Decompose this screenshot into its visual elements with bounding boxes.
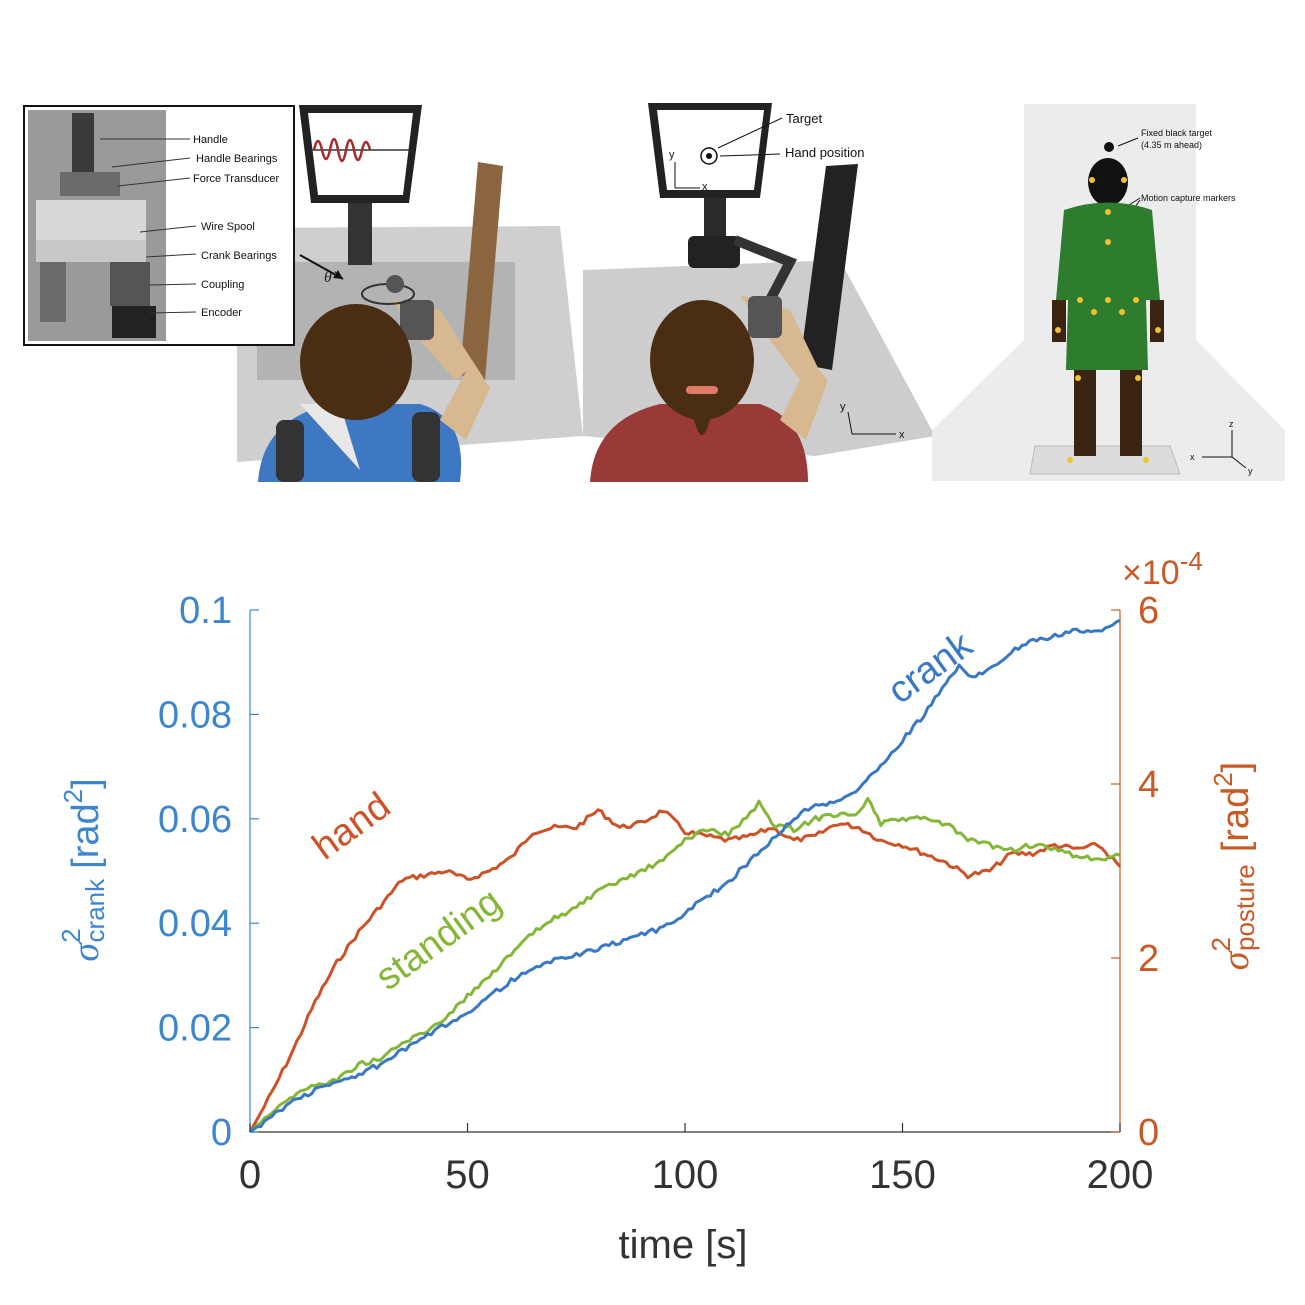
left-label-sigma: σ [65, 942, 107, 962]
hand-annotation: hand [305, 785, 398, 869]
floor-axis-y: y [840, 401, 846, 413]
right-axis-label: σ2posture[rad2] [1206, 762, 1260, 970]
callout-wire-spool: Wire Spool [201, 221, 255, 233]
callout-crank-bearings: Crank Bearings [201, 250, 277, 262]
tracking-signal-trace [312, 137, 372, 163]
x-tick-label: 150 [869, 1153, 936, 1197]
force-plates [1029, 445, 1181, 475]
screen-axis-y: y [669, 149, 675, 161]
manipulandum-base [688, 236, 740, 268]
right-label-unit-sup: 2 [1208, 772, 1238, 786]
left-tick-label: 0.08 [158, 694, 232, 736]
subject-left-leg [1074, 370, 1096, 456]
hand-position-label: Hand position [785, 145, 865, 160]
subject-head [1088, 158, 1128, 206]
monitor-screen-hand [657, 110, 764, 190]
right-label-unit: [rad [1215, 787, 1257, 852]
fixed-target-dot [1104, 142, 1114, 152]
left-tick-label: 0.1 [179, 590, 232, 632]
backpack-strap-left [276, 420, 304, 482]
screen-axis-x: x [702, 181, 708, 193]
left-tick-label: 0 [211, 1112, 232, 1154]
left-tick-label: 0.06 [158, 799, 232, 841]
target-ring [700, 147, 718, 165]
right-tick-label: 4 [1138, 764, 1159, 806]
crank-series-line [249, 619, 1121, 1134]
left-label-unit: [rad [65, 803, 107, 868]
right-axis-exponent: ×10-4 [1122, 546, 1203, 592]
callout-coupling: Coupling [201, 279, 244, 291]
axis-x-standing: x [1190, 452, 1195, 462]
left-label-unit-sup: 2 [58, 789, 88, 803]
pointer-stick [460, 162, 503, 380]
hand-cursor [706, 153, 712, 159]
right-label-sub: posture [1230, 864, 1260, 951]
target-label: Target [786, 111, 823, 126]
panel-crank-task: θ̇ Handle Handle Bearings Force Transduc… [23, 105, 583, 482]
svg-text:σ2crank[rad2]: σ2crank[rad2] [56, 778, 110, 961]
annotations-layer: crank hand standing [305, 623, 981, 999]
right-tick-label: 6 [1138, 590, 1159, 632]
backpack-strap-right [412, 412, 440, 482]
left-label-unit-close: ] [65, 778, 107, 789]
left-label-sub: crank [80, 878, 110, 943]
subject-suit [1056, 202, 1160, 370]
fixed-target-distance: (4.35 m ahead) [1141, 140, 1202, 150]
x-tick-label: 100 [652, 1153, 719, 1197]
person-shirt [258, 404, 462, 482]
right-tick-label: 2 [1138, 938, 1159, 980]
left-label-sup: 2 [56, 928, 86, 942]
right-label-unit-close: ] [1215, 762, 1257, 773]
left-tick-label: 0.04 [158, 903, 232, 945]
right-label-sup: 2 [1206, 937, 1236, 951]
person-head [300, 304, 412, 420]
rig-callouts: Handle Handle Bearings Force Transducer … [100, 134, 280, 319]
series-layer [248, 619, 1122, 1134]
standing-annotation: standing [368, 880, 509, 998]
exponent-power: -4 [1180, 546, 1203, 576]
x-tick-label: 0 [239, 1153, 261, 1197]
panel-hand-task: y x Target Hand position x y [583, 103, 935, 482]
subject-right-leg [1120, 370, 1142, 456]
right-label-sigma: σ [1215, 950, 1257, 970]
person-shirt-hand [590, 404, 808, 482]
pointer-stick-hand [800, 164, 858, 370]
crank-annotation: crank [880, 623, 981, 712]
callout-force-transducer: Force Transducer [193, 173, 280, 185]
x-tick-label: 200 [1087, 1153, 1154, 1197]
callout-handle: Handle [193, 134, 228, 146]
callout-handle-bearings: Handle Bearings [196, 153, 278, 165]
fixed-target-label: Fixed black target [1141, 128, 1213, 138]
axis-z-standing: z [1229, 419, 1234, 429]
exponent-prefix: ×10 [1122, 554, 1180, 592]
axis-y-standing: y [1248, 466, 1253, 476]
floor-axis-x: x [899, 429, 905, 441]
motion-capture-markers [1055, 177, 1161, 463]
x-axis-label: time [s] [619, 1223, 748, 1267]
x-tick-label: 50 [445, 1153, 490, 1197]
panel-standing-task: Fixed black target (4.35 m ahead) Motion… [932, 104, 1285, 481]
hand-series-line [248, 808, 1122, 1133]
monitor-stand [348, 203, 372, 265]
callout-encoder: Encoder [201, 307, 242, 319]
right-tick-label: 0 [1138, 1112, 1159, 1154]
ponytail [690, 400, 714, 435]
standing-series-line [248, 796, 1121, 1134]
left-tick-label: 0.02 [158, 1008, 232, 1050]
svg-text:σ2posture[rad2]: σ2posture[rad2] [1206, 762, 1260, 970]
left-axis-label: σ2crank[rad2] [56, 778, 110, 961]
person-head-hand [650, 300, 754, 420]
markers-label: Motion capture markers [1141, 193, 1236, 203]
